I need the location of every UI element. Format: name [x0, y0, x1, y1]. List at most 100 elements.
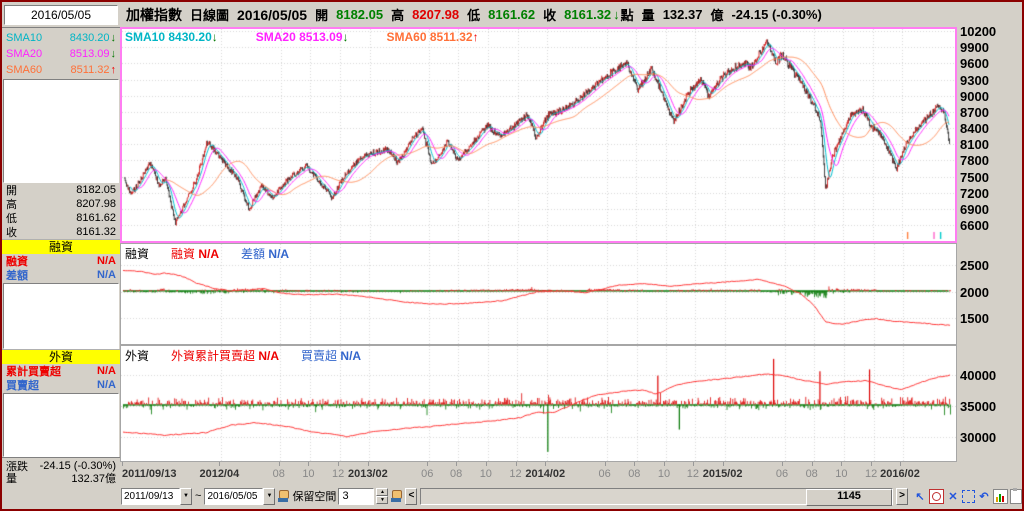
x-axis-tick	[841, 462, 842, 466]
scrollbar-track[interactable]: 1145	[420, 487, 893, 506]
foreign-cumulative-row: 累計買賣超 N/A	[2, 364, 120, 378]
x-axis-label: 2013/02	[347, 468, 388, 480]
y-axis-label: 9300	[960, 73, 989, 88]
x-axis-label: 08	[450, 468, 463, 480]
open-label: 開	[315, 8, 329, 23]
y-axis-label: 9600	[960, 56, 989, 71]
y-axis-column: 10200 9900 9600 9300 9000 8700 8400 8100 7800 750…	[960, 24, 1022, 463]
x-axis-tick	[368, 462, 369, 466]
volume-label: 量	[641, 8, 655, 23]
low-row: 低 8161.62	[2, 211, 120, 225]
x-axis-label: 2012/04	[199, 468, 240, 480]
y-axis-label: 8100	[960, 137, 989, 152]
current-date-box[interactable]: 2016/05/05	[4, 4, 118, 25]
clock-icon[interactable]	[929, 488, 944, 504]
sma10-label: SMA10	[6, 32, 43, 44]
range-end-combo[interactable]: 2016/05/05 ▼	[204, 487, 276, 505]
y-axis-label: 2500	[960, 258, 989, 273]
foreign-net-row: 買賣超 N/A	[2, 378, 120, 392]
x-axis-row: 2011/09/13 2012/04 08 10 12 2013/02 06 08 10 12 20…	[120, 462, 1022, 483]
spin-up-icon[interactable]: ▲	[376, 487, 389, 496]
margin-diff-legend: 差額 N/A	[241, 247, 290, 261]
sma60-arrow-icon: ↑	[110, 64, 117, 76]
margin-panel-header: 融資 融資 N/A 差額 N/A	[125, 245, 289, 262]
close-label: 收	[543, 8, 557, 23]
spin-down-icon[interactable]: ▼	[376, 495, 389, 504]
margin-balance-label: 融資	[6, 256, 28, 268]
x-axis-label: 2014/02	[525, 468, 566, 480]
x-axis-label: 10	[302, 468, 315, 480]
change-value: -24.15 (-0.30%)	[731, 7, 822, 22]
select-region-icon[interactable]	[962, 489, 975, 503]
range-start-combo[interactable]: 2011/09/13 ▼	[121, 487, 192, 505]
sidebar-spacer-box-2	[3, 283, 119, 349]
x-axis-label: 10	[657, 468, 671, 480]
header-bar: 2016/05/05 加權指數 日線圖 2016/05/05 開 8182.05…	[2, 2, 1022, 27]
hand-tool-icon[interactable]	[277, 489, 290, 503]
x-axis-label: 08	[805, 468, 818, 480]
crosshair-icon[interactable]: ✕	[948, 490, 958, 503]
legend-sma60-arrow-icon: ↑	[472, 30, 479, 44]
sma10-arrow-icon: ↓	[110, 32, 117, 44]
sma60-value: 8511.32	[70, 64, 110, 76]
sidebar-spacer-box	[3, 79, 119, 183]
x-axis-tick	[279, 462, 280, 466]
x-axis-tick	[219, 462, 220, 466]
margin-panel: 融資 融資 N/A 差額 N/A	[120, 243, 957, 345]
close-value: 8161.32	[564, 7, 612, 22]
y-axis-label: 6900	[960, 202, 989, 217]
y-axis-label: 9900	[960, 40, 989, 55]
x-axis-label: 12	[864, 468, 878, 480]
reserve-space-input[interactable]: 3	[338, 487, 375, 505]
high-row-value: 8207.98	[76, 198, 116, 210]
x-axis-label: 2015/02	[702, 468, 743, 480]
scroll-right-button[interactable]: >	[896, 487, 908, 505]
x-axis-label: 2011/09/13	[122, 468, 177, 480]
range-end-field[interactable]: 2016/05/05	[204, 487, 264, 505]
high-row: 高 8207.98	[2, 197, 120, 211]
high-label: 高	[391, 8, 405, 23]
y-axis-label: 30000	[960, 430, 997, 445]
bar-chart-icon[interactable]	[993, 488, 1008, 504]
scrollbar-thumb[interactable]: 1145	[806, 488, 892, 506]
x-axis-tick	[782, 462, 783, 466]
volume-unit: 億	[710, 8, 724, 23]
range-start-field[interactable]: 2011/09/13	[121, 487, 180, 505]
pointer-icon[interactable]: ↖	[915, 490, 925, 503]
margin-diff-label: 差額	[6, 270, 28, 282]
x-axis-tick	[486, 462, 487, 466]
hand-tool-icon-2[interactable]	[390, 489, 403, 503]
margin-chart-canvas[interactable]	[121, 244, 956, 344]
x-axis-label: 12	[332, 468, 345, 480]
x-axis-tick	[634, 462, 635, 466]
margin-section-header: 融資	[2, 239, 120, 254]
clipboard-icon[interactable]	[1010, 487, 1022, 504]
x-axis-tick	[723, 462, 724, 466]
range-start-dropdown-icon[interactable]: ▼	[180, 487, 192, 505]
low-value: 8161.62	[488, 7, 536, 22]
volume-row-value: 132.37億	[71, 473, 116, 485]
y-axis-label: 10200	[960, 24, 997, 39]
chart-type-label: 日線圖	[190, 8, 230, 23]
sma-block: SMA10 8430.20 ↓ SMA20 8513.09 ↓ SMA60 8511…	[2, 28, 120, 78]
y-axis-label: 7500	[960, 170, 989, 185]
foreign-chart-canvas[interactable]	[121, 346, 956, 461]
close-row: 收 8161.32	[2, 225, 120, 239]
undo-icon[interactable]: ↶	[979, 490, 989, 503]
x-axis-label: 06	[598, 468, 611, 480]
foreign-cumulative-value: N/A	[97, 365, 116, 377]
foreign-panel-header: 外資 外資累計買賣超 N/A 買賣超 N/A	[125, 347, 361, 364]
volume-row: 量 132.37億	[2, 472, 120, 485]
x-axis-tick	[605, 462, 606, 466]
range-end-dropdown-icon[interactable]: ▼	[263, 487, 276, 505]
scroll-left-button[interactable]: <	[405, 487, 418, 505]
change-row-value: -24.15 (-0.30%)	[39, 460, 116, 472]
foreign-cumulative-label: 累計買賣超	[6, 366, 61, 378]
y-axis-label: 7200	[960, 186, 989, 201]
x-axis-tick	[516, 462, 517, 466]
reserve-space-spinner[interactable]: ▲ ▼	[376, 487, 389, 505]
down-arrow-icon: ↓	[613, 7, 620, 22]
y-axis-label: 8400	[960, 121, 989, 136]
candlestick-chart-canvas[interactable]	[122, 29, 955, 241]
sidebar: SMA10 8430.20 ↓ SMA20 8513.09 ↓ SMA60 8511…	[2, 27, 120, 485]
